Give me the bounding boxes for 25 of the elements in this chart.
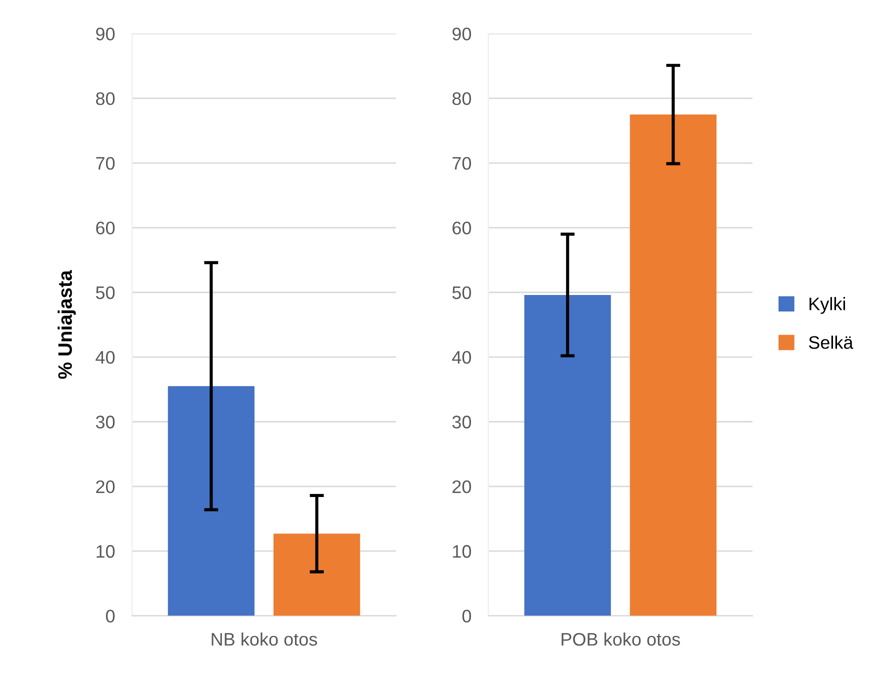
y-tick-label: 30 — [452, 416, 472, 428]
x-tick-label: POB koko otos — [562, 632, 680, 646]
y-tick-label: 40 — [452, 351, 472, 364]
y-tick-label: 50 — [96, 286, 115, 300]
y-tick-label: 10 — [453, 545, 472, 558]
legend-label: Selkä — [808, 336, 854, 349]
y-tick-label: 0 — [106, 610, 115, 623]
y-tick-label: 80 — [96, 92, 115, 106]
legend-label: Kylki — [810, 297, 846, 314]
x-tick-label: NB koko otos — [212, 632, 318, 646]
y-axis-title: % Uniajasta — [58, 270, 76, 379]
y-tick-label: 90 — [452, 28, 472, 40]
y-tick-label: 60 — [96, 222, 115, 234]
y-tick-label: 60 — [452, 222, 472, 234]
y-tick-label: 20 — [452, 480, 472, 494]
y-tick-label: 30 — [96, 416, 115, 428]
y-tick-label: 10 — [96, 545, 115, 558]
y-tick-label: 40 — [96, 351, 115, 364]
y-tick-label: 70 — [96, 156, 115, 170]
y-tick-label: 90 — [96, 28, 115, 40]
y-tick-label: 20 — [96, 480, 115, 494]
y-tick-label: 80 — [452, 92, 472, 106]
y-tick-label: 0 — [462, 610, 472, 623]
y-tick-label: 70 — [452, 156, 472, 170]
y-tick-label: 50 — [452, 286, 472, 300]
